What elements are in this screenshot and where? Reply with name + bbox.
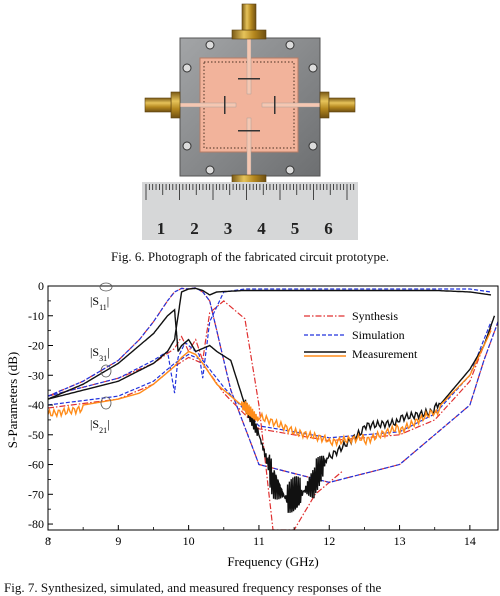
y-tick-label: -10: [28, 309, 44, 323]
legend-synthesis: Synthesis: [352, 309, 398, 323]
y-tick-label: -80: [28, 517, 44, 531]
curve-annotations: |S11| |S31| |S21|: [90, 282, 113, 435]
figure7-caption: Fig. 7. Synthesized, simulated, and meas…: [4, 580, 382, 595]
ruler-number: 6: [324, 219, 333, 238]
y-tick-label: 0: [38, 279, 44, 293]
x-axis-label: Frequency (GHz): [227, 554, 318, 569]
y-tick-label: -30: [28, 368, 44, 382]
ruler-number: 5: [291, 219, 300, 238]
curve-measurement-s21: [48, 330, 492, 448]
y-axis-label: S-Parameters (dB): [5, 352, 20, 448]
ruler-number: 1: [157, 219, 166, 238]
curve-simulation-s11: [48, 287, 498, 484]
ruler-number: 3: [224, 219, 233, 238]
x-tick-label: 8: [45, 534, 51, 548]
legend: Synthesis Simulation Measurement: [304, 309, 418, 361]
x-tick-label: 9: [115, 534, 121, 548]
curve-simulation-s31: [48, 288, 492, 397]
curve-simulation-s21: [48, 321, 492, 439]
x-tick-label: 11: [253, 534, 265, 548]
legend-simulation: Simulation: [352, 328, 405, 342]
plot-frame: [47, 285, 499, 531]
y-tick-label: -20: [28, 339, 44, 353]
curve-synthesis-s11: [48, 287, 498, 484]
ruler-number: 4: [257, 219, 266, 238]
x-tick-label: 14: [464, 534, 476, 548]
y-tick-label: -50: [28, 428, 44, 442]
y-tick-label: -40: [28, 398, 44, 412]
y-tick-label: -60: [28, 458, 44, 472]
legend-measurement: Measurement: [352, 347, 418, 361]
ruler-number: 2: [190, 219, 199, 238]
curve-measurement-s31: [48, 287, 492, 400]
x-axis: 8 9 10 11 12 13 14: [45, 525, 476, 548]
x-tick-label: 13: [394, 534, 406, 548]
y-tick-label: -70: [28, 487, 44, 501]
x-tick-label: 10: [183, 534, 195, 548]
annotation-s11: |S11|: [90, 294, 109, 312]
curve-synthesis-s31: [48, 300, 344, 530]
annotation-s31: |S31|: [90, 345, 109, 363]
curve-measurement-s11: [48, 308, 496, 513]
annotation-s21: |S21|: [90, 417, 109, 435]
figure6-caption: Fig. 6. Photograph of the fabricated cir…: [111, 249, 389, 264]
prototype-photo: 1 2 3 4 5 6: [142, 0, 358, 240]
s-parameter-chart: 8 9 10 11 12 13 14 0 -10 -20 -30 -40 -50 -60 -70 -80 F…: [5, 279, 499, 569]
y-axis: 0 -10 -20 -30 -40 -50 -60 -70 -80: [28, 279, 53, 540]
ruler-labels: 1 2 3 4 5 6: [157, 219, 333, 238]
x-tick-label: 12: [323, 534, 335, 548]
